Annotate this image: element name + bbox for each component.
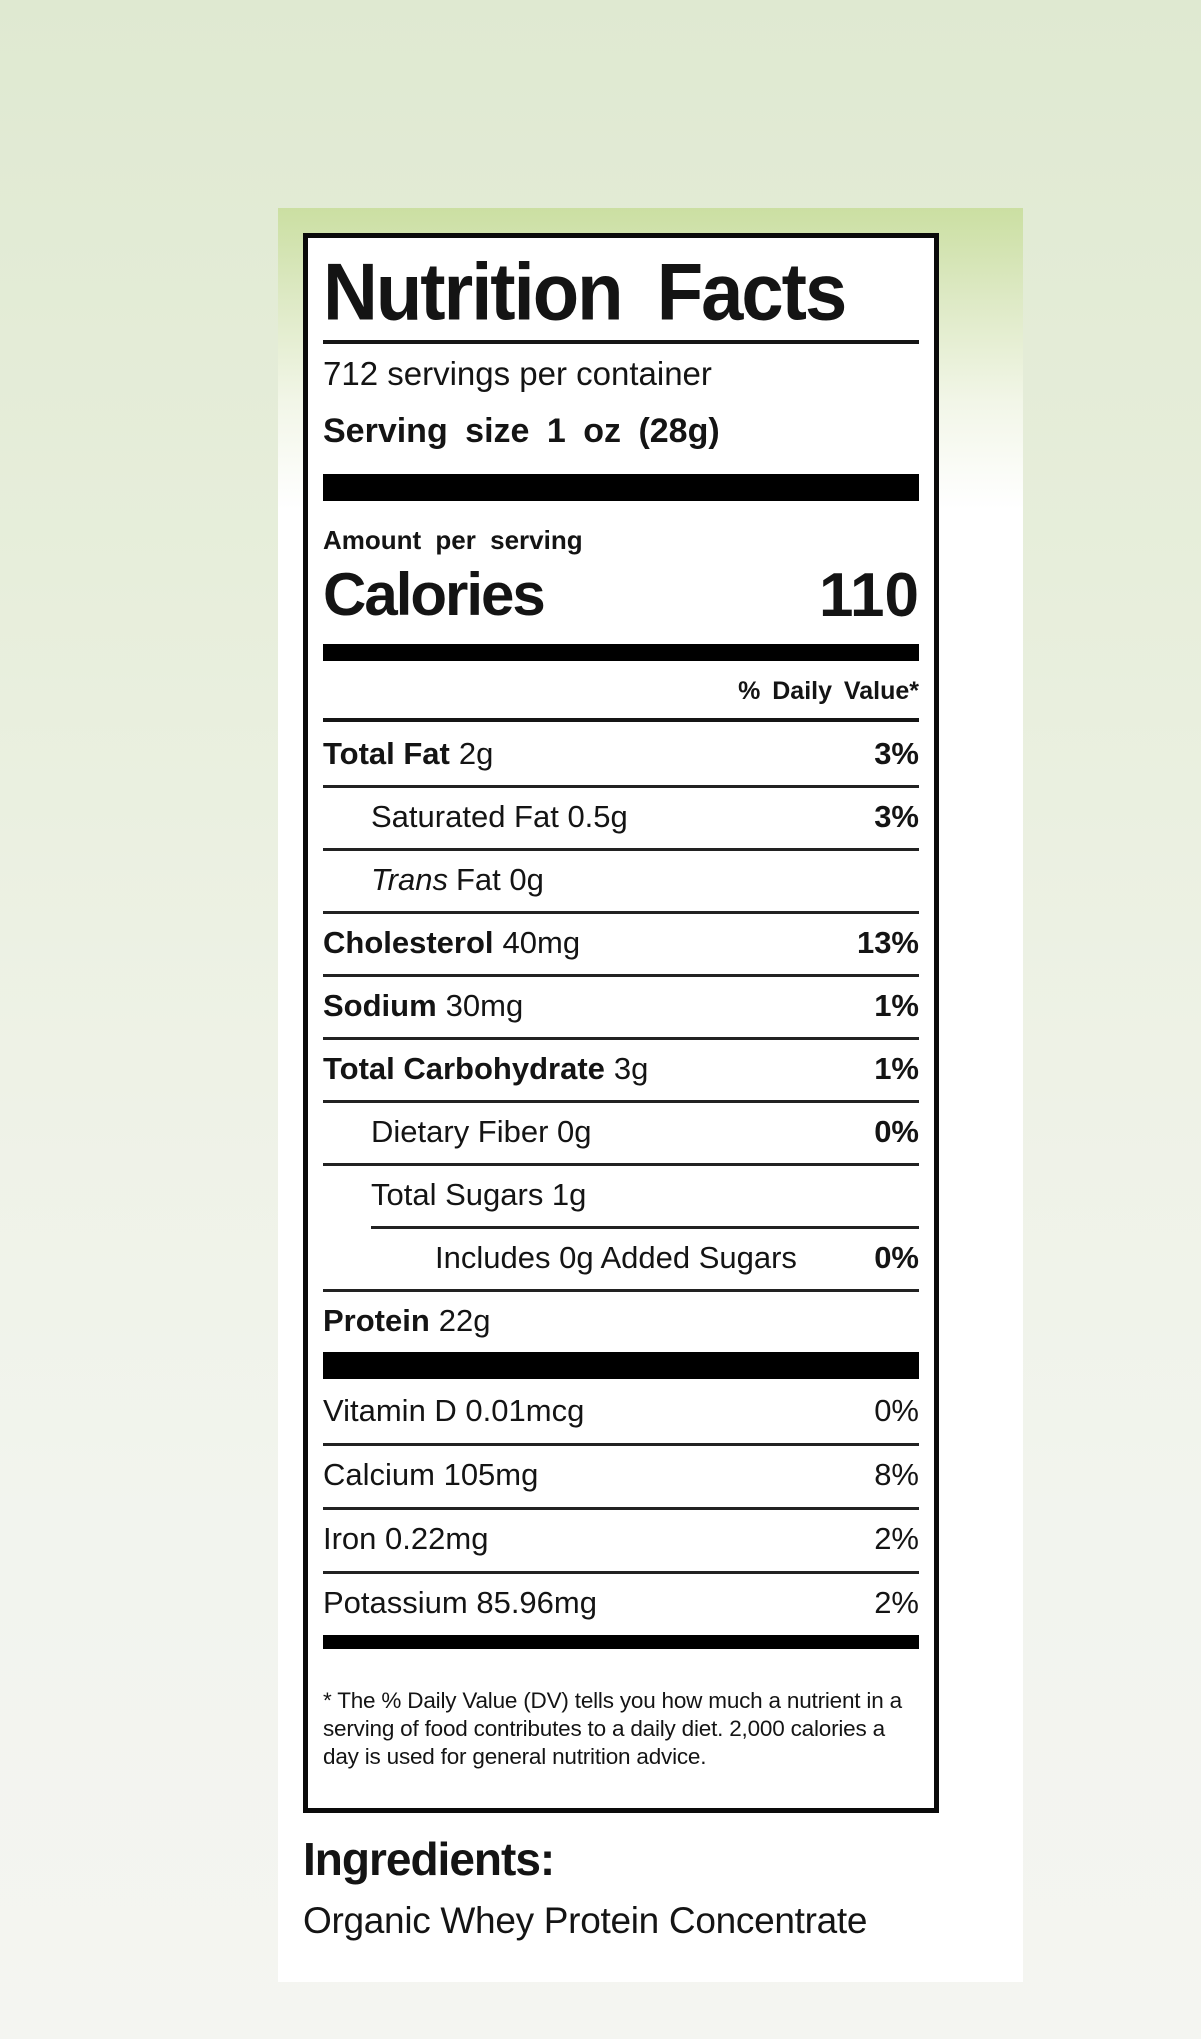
nutrient-amount: 3g (613, 1050, 649, 1086)
micronutrient-row-calcium: Calcium 105mg 8% (323, 1443, 919, 1507)
nutrient-row-total-fat: Total Fat 2g 3% (323, 722, 919, 785)
nutrient-row-sodium: Sodium 30mg 1% (323, 974, 919, 1037)
nutrient-amount: Dietary Fiber 0g (371, 1113, 592, 1149)
micronutrient-name: Calcium 105mg (323, 1457, 539, 1492)
daily-value-footnote: * The % Daily Value (DV) tells you how m… (323, 1688, 902, 1769)
separator (323, 340, 919, 344)
nutrient-amount: Saturated Fat 0.5g (371, 798, 628, 834)
nutrient-row-added-sugars: Includes 0g Added Sugars 0% (323, 1226, 919, 1289)
nutrient-row-trans-fat: Trans Fat 0g (323, 848, 919, 911)
nutrient-percent: 3% (874, 798, 919, 834)
micronutrient-name: Vitamin D 0.01mcg (323, 1393, 585, 1428)
micronutrient-row-iron: Iron 0.22mg 2% (323, 1507, 919, 1571)
daily-value-header: % Daily Value* (323, 661, 919, 722)
micronutrient-row-potassium: Potassium 85.96mg 2% (323, 1571, 919, 1635)
micronutrient-percent: 2% (874, 1585, 919, 1620)
nutrient-name: Cholesterol (323, 924, 494, 960)
micronutrient-name: Iron 0.22mg (323, 1521, 489, 1556)
nutrient-row-cholesterol: Cholesterol 40mg 13% (323, 911, 919, 974)
ingredients-heading: Ingredients: (303, 1833, 555, 1885)
nutrient-amount: 2g (458, 735, 494, 771)
nutrient-name: Sodium (323, 987, 437, 1023)
thick-separator-bar (323, 474, 919, 501)
trans-italic-word: Trans (371, 861, 448, 897)
calories-value: 110 (818, 561, 919, 630)
calories-label: Calories (323, 561, 546, 628)
nutrient-percent: 1% (874, 987, 919, 1023)
nutrient-name: Protein (323, 1302, 430, 1338)
nutrient-amount: Fat 0g (455, 861, 544, 897)
micronutrient-percent: 2% (874, 1521, 919, 1556)
nutrient-percent: 0% (874, 1113, 919, 1149)
thick-separator-bar (323, 644, 919, 661)
nutrient-amount: 30mg (445, 987, 524, 1023)
micronutrient-percent: 0% (874, 1393, 919, 1428)
micronutrient-percent: 8% (874, 1457, 919, 1492)
nutrient-amount: 40mg (502, 924, 581, 960)
micronutrient-name: Potassium 85.96mg (323, 1585, 597, 1620)
servings-per-container: 712 servings per container (323, 355, 712, 392)
nutrient-percent: 1% (874, 1050, 919, 1086)
nutrient-row-total-carbohydrate: Total Carbohydrate 3g 1% (323, 1037, 919, 1100)
amount-per-serving-label: Amount per serving (323, 525, 583, 555)
nutrient-amount: Includes 0g Added Sugars (435, 1239, 797, 1275)
ingredients-list: Organic Whey Protein Concentrate (303, 1900, 868, 1941)
thick-separator-bar (323, 1352, 919, 1379)
nutrient-percent: 13% (856, 924, 919, 960)
micronutrient-row-vitamin-d: Vitamin D 0.01mcg 0% (323, 1379, 919, 1443)
nutrient-row-dietary-fiber: Dietary Fiber 0g 0% (323, 1100, 919, 1163)
calories-row: Calories 110 (323, 561, 919, 630)
nutrient-name: Total Fat (323, 735, 450, 771)
nutrient-name: Total Carbohydrate (323, 1050, 605, 1086)
ingredients-section: Ingredients: Organic Whey Protein Concen… (303, 1832, 1003, 1942)
nutrition-facts-title: Nutrition Facts (323, 247, 847, 338)
nutrition-facts-panel: Nutrition Facts 712 servings per contain… (303, 233, 939, 1813)
nutrient-row-protein: Protein 22g (323, 1289, 919, 1352)
nutrient-row-saturated-fat: Saturated Fat 0.5g 3% (323, 785, 919, 848)
nutrient-row-total-sugars: Total Sugars 1g (323, 1163, 919, 1226)
thick-separator-bar (323, 1635, 919, 1649)
nutrient-amount: 22g (438, 1302, 491, 1338)
nutrient-amount: Total Sugars 1g (371, 1176, 587, 1212)
nutrient-percent: 3% (874, 735, 919, 771)
nutrition-label-image: Nutrition Facts 712 servings per contain… (278, 208, 1023, 1982)
nutrient-percent: 0% (874, 1239, 919, 1275)
serving-size: Serving size 1 oz (28g) (323, 412, 720, 450)
